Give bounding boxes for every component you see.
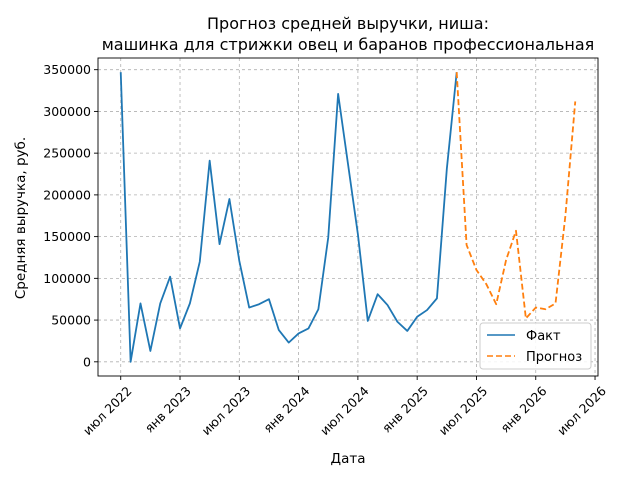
fact-series-line — [119, 72, 458, 363]
y-tick-label: 50000 — [51, 313, 91, 328]
series-layer — [119, 72, 577, 363]
chart-title-line-1: Прогноз средней выручки, ниша: — [207, 14, 489, 33]
y-tick-label: 350000 — [43, 62, 91, 77]
y-tick-label: 150000 — [43, 229, 91, 244]
y-tick-label: 200000 — [43, 187, 91, 202]
y-axis-label: Средняя выручка, руб. — [13, 137, 29, 299]
plot-frame — [97, 57, 599, 377]
y-tick-label: 250000 — [43, 146, 91, 161]
chart-title-line-2: машинка для стрижки овец и баранов профе… — [102, 35, 595, 54]
y-tick-label: 0 — [83, 354, 91, 369]
y-axis-ticks: 0 50000 100000 150000 200000 250000 300000 3500… — [43, 62, 98, 369]
legend-forecast-label: Прогноз — [526, 350, 582, 365]
legend-fact-label: Факт — [526, 329, 561, 344]
x-axis-label: Дата — [331, 451, 366, 467]
legend: Факт Прогноз — [479, 322, 592, 370]
y-tick-label: 300000 — [43, 104, 91, 119]
y-tick-label: 100000 — [43, 271, 91, 286]
forecast-series-line — [455, 72, 577, 320]
